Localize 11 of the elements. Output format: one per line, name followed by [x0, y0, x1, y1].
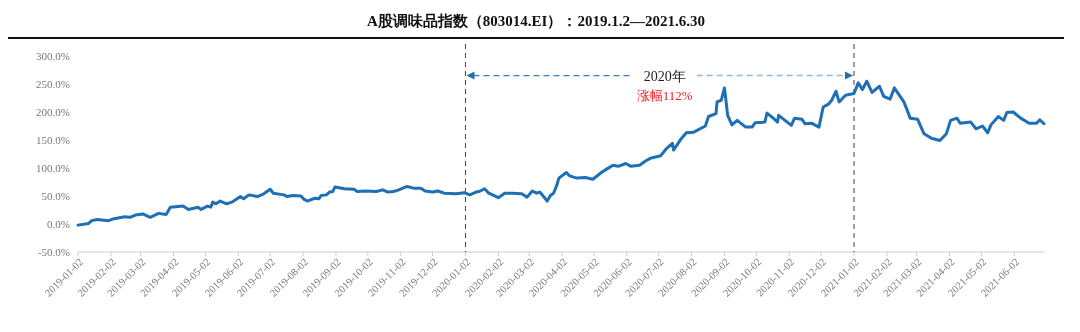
y-tick-label: 300.0%: [36, 49, 70, 62]
annotation: 涨幅112%: [636, 88, 693, 104]
y-tick-label: 200.0%: [36, 105, 70, 118]
y-tick-label: 100.0%: [36, 161, 70, 174]
y-tick-label: 150.0%: [36, 133, 70, 146]
y-tick-label: 50.0%: [41, 189, 70, 202]
annotation: 2020年: [643, 68, 686, 84]
chart-title: A股调味品指数（803014.EI）：2019.1.2—2021.6.30: [367, 13, 705, 29]
y-tick-label: -50.0%: [37, 245, 70, 258]
y-tick-label: 250.0%: [36, 77, 70, 90]
y-tick-label: 0.0%: [47, 217, 70, 230]
